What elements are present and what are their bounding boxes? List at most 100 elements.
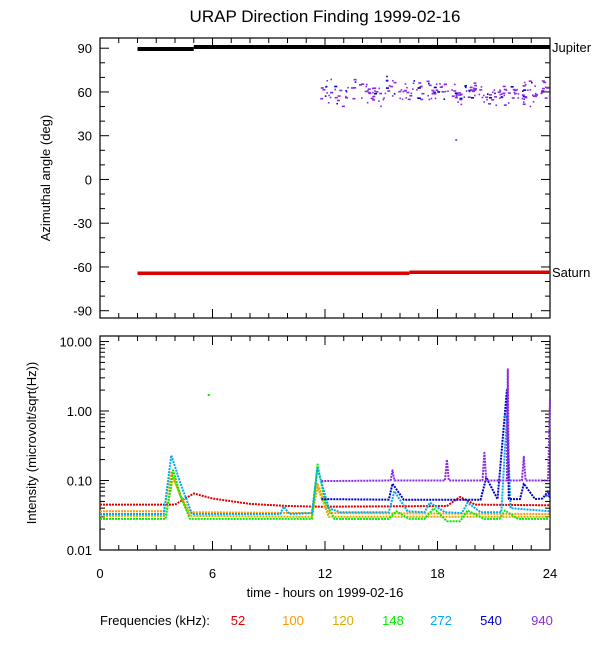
azimuth-point (507, 92, 511, 94)
azimuth-point (460, 103, 463, 106)
frequency-540-khz: 540 (480, 613, 502, 628)
azimuth-point (380, 105, 382, 108)
azimuth-point (439, 86, 443, 89)
azimuth-point (330, 78, 333, 81)
azimuth-point (534, 94, 538, 97)
azimuth-point (352, 97, 356, 100)
azimuth-point (505, 89, 508, 92)
intensity-panel: 10.00 1.00 0.10 0.01 0 6 12 18 24 Intensity (mi… (24, 335, 557, 600)
time-x-axis-label: time - hours on 1999-02-16 (247, 585, 404, 600)
azimuth-point (393, 81, 397, 84)
azimuth-point (454, 83, 456, 86)
azimuth-point (474, 94, 476, 97)
azimuth-point (407, 98, 411, 101)
azimuth-point (374, 90, 376, 92)
azimuth-point (439, 83, 441, 85)
azimuth-point (451, 89, 453, 91)
azimuth-point (347, 86, 349, 89)
azimuth-point (400, 89, 403, 91)
azimuth-point (334, 85, 338, 88)
azimuth-point (459, 93, 463, 96)
azimuth-point (529, 105, 532, 108)
azimuth-point (491, 98, 495, 101)
azimuth-point (503, 88, 507, 91)
azimuth-point (320, 87, 324, 89)
azimuth-point (502, 92, 506, 95)
azimuth-point (329, 96, 332, 99)
azimuth-point (326, 79, 329, 82)
frequency-legend: Frequencies (kHz): 52 100 120 148 272 540 940 (100, 613, 553, 628)
azimuth-point (379, 92, 383, 95)
azimuth-point (447, 90, 449, 92)
frequency-120-khz: 120 (332, 613, 354, 628)
azimuth-point (443, 83, 447, 86)
azimuth-point (350, 87, 354, 89)
azimuth-point (432, 91, 436, 94)
azimuth-point (385, 87, 389, 89)
azimuth-point (418, 82, 422, 84)
azimuth-point (517, 93, 520, 95)
azimuth-point (398, 90, 402, 93)
azimuth-point (541, 90, 545, 92)
azimuth-point (358, 84, 362, 86)
azimuth-point (478, 93, 481, 96)
azimuth-point (345, 96, 349, 99)
intensity-series-52-khz (100, 492, 551, 508)
intensity-y-axis-label: Intensity (microvolt/sqrt(Hz)) (24, 362, 39, 525)
azimuth-point (430, 97, 433, 100)
azimuth-point (421, 85, 423, 88)
azimuth-point (522, 103, 526, 106)
azimuth-point (336, 99, 340, 102)
time-tick-label: 12 (318, 566, 332, 581)
azimuth-point (434, 93, 437, 95)
azimuth-point (530, 81, 533, 84)
azimuth-point (404, 83, 407, 85)
azimuth-point (532, 94, 534, 96)
azimuth-point (546, 87, 550, 89)
azimuth-point (360, 97, 363, 99)
azimuth-point (416, 97, 419, 99)
azimuth-point (434, 97, 437, 100)
azimuth-point (455, 95, 458, 98)
azimuth-point (370, 97, 374, 100)
azimuth-point (451, 95, 455, 97)
azimuth-point (436, 89, 439, 92)
azimuth-point (510, 86, 514, 88)
azimuth-point (405, 97, 407, 99)
azimuth-point (420, 98, 424, 101)
azimuth-point (483, 101, 486, 103)
intensity-tick-label: 10.00 (59, 335, 92, 350)
azimuth-point (409, 94, 413, 97)
azimuth-point (486, 93, 489, 95)
azimuth-point (324, 95, 327, 97)
chart-title: URAP Direction Finding 1999-02-16 (190, 7, 461, 26)
azimuth-point (494, 92, 496, 95)
azimuth-point (378, 87, 381, 90)
azimuth-point (330, 91, 334, 94)
azimuth-point (534, 85, 536, 87)
intensity-tick-label: 1.00 (67, 404, 92, 419)
azimuth-point (345, 95, 347, 98)
frequency-272-khz: 272 (430, 613, 452, 628)
azimuth-point (523, 89, 527, 91)
time-tick-label: 0 (96, 566, 103, 581)
azimuth-point (480, 86, 483, 88)
azimuth-point (441, 91, 445, 93)
azimuth-point (345, 91, 348, 93)
intensity-series-148-khz (100, 463, 550, 523)
azimuth-point (404, 90, 407, 92)
azimuth-point (486, 98, 488, 101)
azimuth-point (492, 91, 494, 94)
azimuth-point (434, 91, 436, 94)
azimuth-point (378, 100, 380, 102)
azimuth-point (364, 90, 368, 93)
azimuth-point (473, 89, 477, 91)
azimuth-point (386, 75, 388, 78)
frequency-940-khz: 940 (531, 613, 553, 628)
azimuth-point (454, 92, 458, 95)
azimuth-point (497, 91, 501, 93)
azimuth-point (465, 84, 467, 87)
azimuth-point (522, 90, 524, 92)
azimuth-point (524, 83, 527, 86)
